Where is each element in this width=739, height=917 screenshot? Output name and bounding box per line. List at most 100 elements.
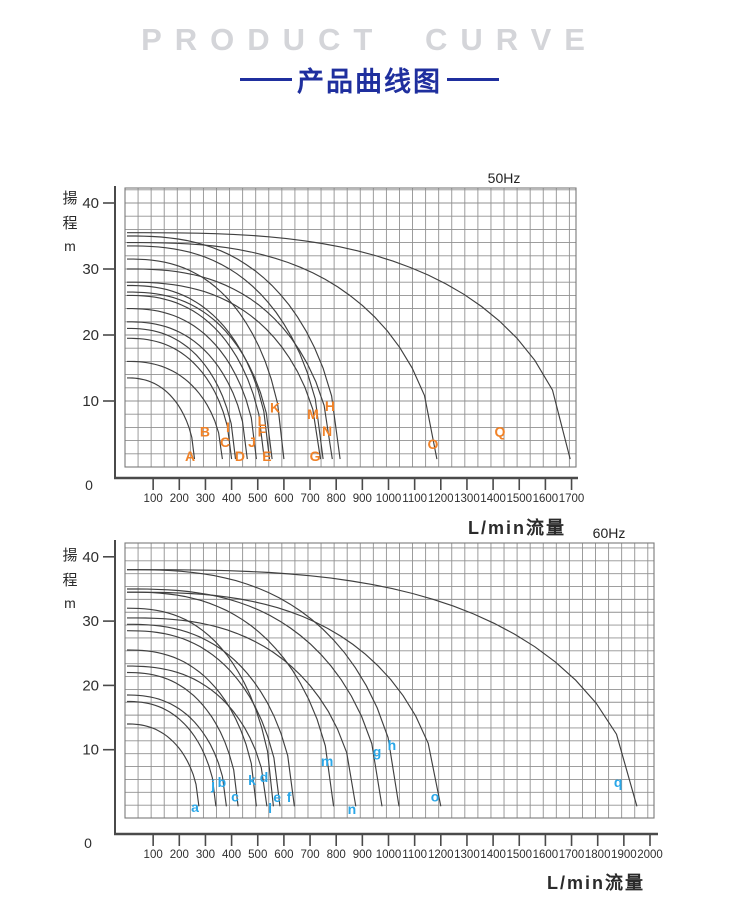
curve-label-f: f [287, 789, 292, 805]
curve-label-L: L [258, 413, 267, 429]
x-tick-label: 200 [170, 493, 189, 505]
curve-label-k: k [248, 772, 256, 788]
x-tick-label: 500 [248, 493, 267, 505]
curve-label-A: A [185, 448, 195, 464]
frequency-label-50hz: 50Hz [488, 170, 521, 186]
curve-a-60hz [127, 723, 200, 807]
frequency-label-60hz: 60Hz [593, 525, 626, 541]
curves-50hz [127, 232, 571, 460]
grid-50hz [125, 188, 576, 467]
y-tick-label: 30 [82, 613, 99, 630]
x-tick-label: 1100 [402, 849, 427, 861]
x-tick-label: 1200 [428, 493, 454, 505]
x-axis-unit-label: L/min流量 [468, 517, 566, 538]
x-tick-label: 1500 [506, 493, 532, 505]
x-tick-label: 1000 [376, 493, 402, 505]
curve-e-60hz [126, 630, 281, 807]
x-tick-label: 1800 [585, 849, 611, 861]
curve-f-60hz [127, 623, 295, 807]
x-tick-label: 1500 [506, 849, 532, 861]
y-zero-label: 0 [84, 835, 92, 851]
curve-label-E: E [262, 448, 271, 464]
curve-J-50hz [127, 308, 257, 460]
curve-H-50hz [127, 235, 341, 460]
curve-label-n: n [348, 801, 357, 817]
curve-I-50hz [127, 327, 237, 460]
x-tick-label: 600 [274, 849, 293, 861]
curve-d-60hz [127, 665, 268, 807]
curve-label-h: h [388, 737, 397, 753]
x-tick-label: 700 [300, 849, 319, 861]
curve-label-l: l [268, 800, 272, 816]
x-tick-label: 1700 [559, 493, 585, 505]
curve-O-50hz [127, 242, 438, 460]
grid-60hz [125, 543, 654, 818]
subtitle-dash-right-icon [447, 78, 499, 81]
x-tick-label: 900 [353, 493, 372, 505]
curve-label-G: G [310, 448, 321, 464]
curve-l-60hz [126, 607, 274, 807]
x-tick-label: 100 [144, 493, 163, 505]
x-tick-label: 1400 [480, 849, 506, 861]
curve-A-50hz [127, 377, 196, 460]
curve-label-I: I [226, 419, 230, 435]
grid-border [124, 542, 655, 819]
curve-label-D: D [235, 448, 245, 464]
curve-label-Q: Q [494, 424, 505, 440]
y-axis-unit-label: 揚 [62, 547, 77, 564]
curve-E-50hz [127, 291, 273, 460]
curve-g-60hz [127, 588, 383, 807]
x-tick-label: 800 [327, 493, 346, 505]
curve-label-o: o [431, 788, 440, 804]
curve-B-50hz [127, 360, 223, 460]
y-axis-unit-label: m [64, 595, 76, 611]
x-tick-label: 100 [144, 849, 163, 861]
y-tick-label: 40 [82, 549, 99, 566]
curve-label-O: O [428, 436, 439, 452]
curve-label-F: F [258, 424, 267, 440]
y-tick-label: 10 [82, 393, 99, 410]
curve-G-50hz [127, 281, 322, 460]
x-tick-label: 1300 [454, 493, 480, 505]
curve-n-60hz [127, 617, 357, 807]
page-title: PRODUCT CURVE [141, 22, 598, 57]
curve-label-C: C [220, 434, 230, 450]
curve-b-60hz [126, 694, 227, 807]
x-tick-label: 1600 [533, 849, 559, 861]
x-tick-label: 400 [222, 493, 241, 505]
y-axis-unit-label: m [64, 238, 76, 254]
subtitle-dash-left-icon [240, 78, 292, 81]
x-tick-label: 900 [353, 849, 372, 861]
curve-label-q: q [614, 774, 623, 790]
x-tick-label: 700 [300, 493, 319, 505]
y-axis-unit-label: 程 [62, 215, 77, 232]
page-subtitle-row: 产品曲线图 [0, 60, 739, 99]
curve-N-50hz [127, 268, 333, 460]
curve-label-a: a [191, 799, 199, 815]
y-zero-label: 0 [85, 477, 93, 493]
y-tick-label: 40 [82, 195, 99, 212]
x-tick-label: 200 [170, 849, 189, 861]
x-tick-label: 500 [248, 849, 267, 861]
curve-M-50hz [127, 245, 324, 460]
curve-D-50hz [127, 321, 248, 460]
x-tick-label: 1200 [428, 849, 454, 861]
curve-j-60hz [127, 700, 217, 807]
x-tick-label: 300 [196, 493, 215, 505]
x-tick-label: 1700 [559, 849, 585, 861]
curve-label-d: d [260, 769, 269, 785]
curve-label-b: b [218, 774, 227, 790]
curve-label-j: j [210, 777, 215, 793]
curve-k-60hz [126, 649, 257, 807]
curve-label-e: e [273, 789, 281, 805]
x-tick-label: 1400 [480, 493, 506, 505]
curve-label-J: J [248, 434, 256, 450]
y-tick-label: 20 [82, 677, 99, 694]
curve-label-g: g [373, 743, 382, 759]
y-tick-label: 10 [82, 742, 99, 759]
x-tick-label: 1300 [454, 849, 480, 861]
